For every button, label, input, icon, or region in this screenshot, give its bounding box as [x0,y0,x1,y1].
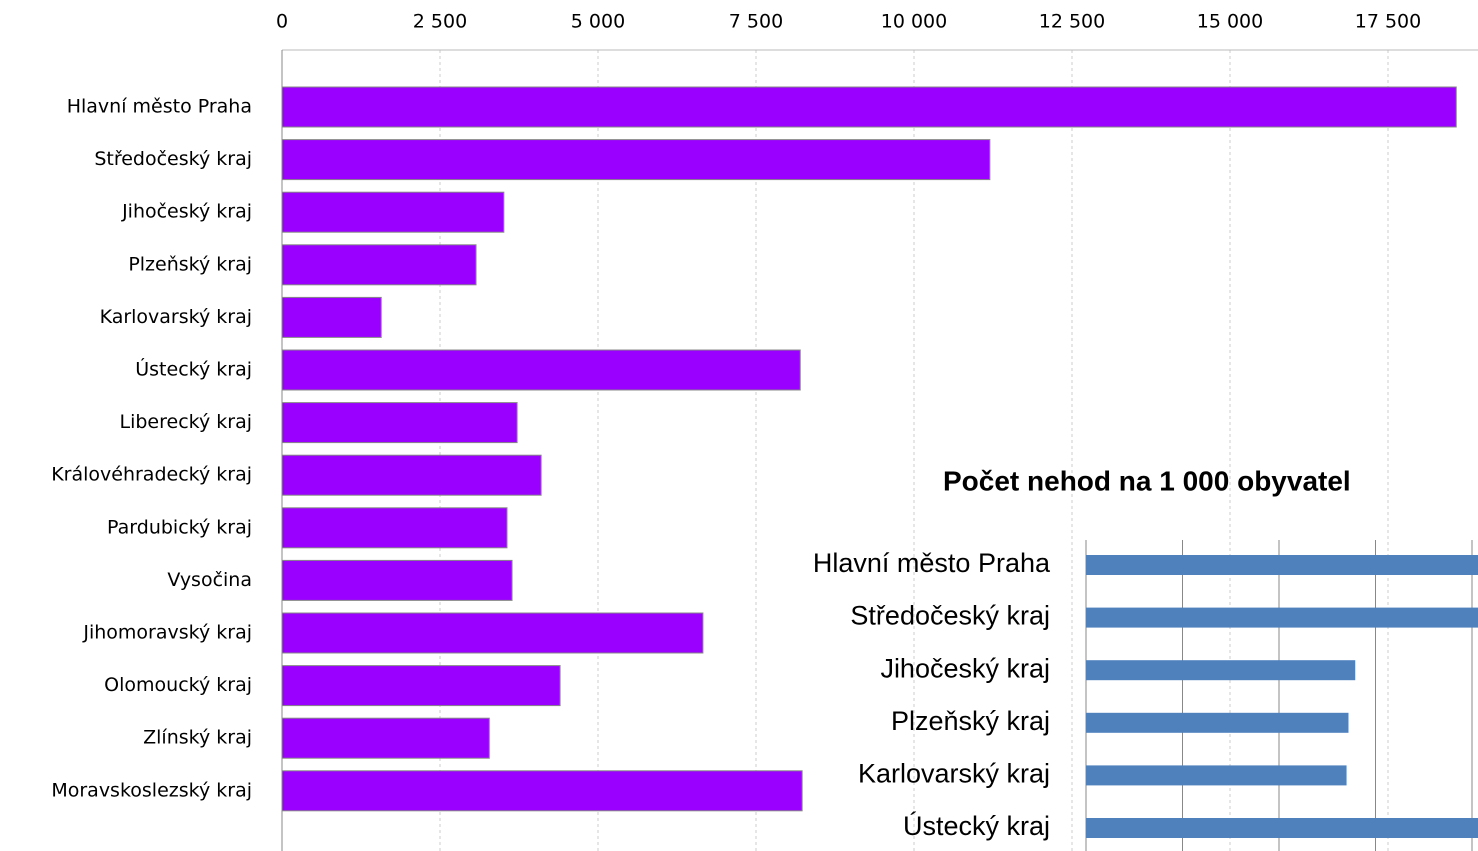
y-tick-label: Plzeňský kraj [891,706,1050,736]
x-tick-label: 15 000 [1197,11,1263,33]
bar [281,139,991,181]
bar [1086,607,1478,628]
y-tick-label: Středočeský kraj [850,601,1050,631]
bar [1086,818,1478,838]
y-tick-label: Moravskoslezský kraj [51,779,252,801]
bar [1086,555,1478,575]
bar [281,402,518,444]
bar [281,770,803,812]
chart-regions: 0 2 500 5 000 7 500 10 000 12 500 15 000 17 500… [51,11,1478,851]
bar [281,244,477,286]
y-tick-label: Jihočeský kraj [880,653,1050,683]
bar [1086,765,1347,786]
y-tick-label: Zlínský kraj [143,727,252,749]
bar [281,507,508,549]
x-tick-label: 12 500 [1039,11,1105,33]
bar [281,559,513,601]
y-tick-label: Karlovarský kraj [858,759,1050,789]
y-tick-label: Ústecký kraj [903,810,1050,841]
bar [281,296,382,338]
x-tick-label: 7 500 [729,11,783,33]
y-tick-label: Plzeňský kraj [128,253,252,275]
x-tick-label: 10 000 [881,11,947,33]
x-tick-label: 0 [276,11,288,33]
chart-title: Počet nehod na 1 000 obyvatel [943,465,1351,496]
bar [281,717,490,759]
y-tick-label: Liberecký kraj [120,411,253,433]
y-tick-label: Hlavní město Praha [813,548,1051,578]
bar [281,612,704,654]
y-tick-label: Pardubický kraj [107,516,252,538]
y-tick-label: Karlovarský kraj [100,306,252,328]
bar [1086,660,1356,681]
bar [281,191,505,233]
y-tick-label: Ústecký kraj [135,357,252,381]
bar [1086,712,1349,733]
bar [281,665,561,707]
y-tick-label: Středočeský kraj [94,148,252,170]
bar [281,86,1457,128]
x-tick-label: 17 500 [1355,11,1421,33]
y-tick-label: Hlavní město Praha [67,96,252,118]
x-tick-label: 2 500 [413,11,467,33]
bar [281,349,801,391]
y-tick-label: Olomoucký kraj [104,674,252,696]
bar [281,454,542,496]
chart-rate: Počet nehod na 1 000 obyvatel Hlavní měs… [813,465,1478,851]
x-tick-label: 5 000 [571,11,625,33]
y-tick-label: Královéhradecký kraj [51,464,252,486]
y-tick-label: Jihomoravský kraj [82,622,252,644]
y-tick-label: Vysočina [167,569,252,591]
y-tick-label: Jihočeský kraj [121,201,252,223]
